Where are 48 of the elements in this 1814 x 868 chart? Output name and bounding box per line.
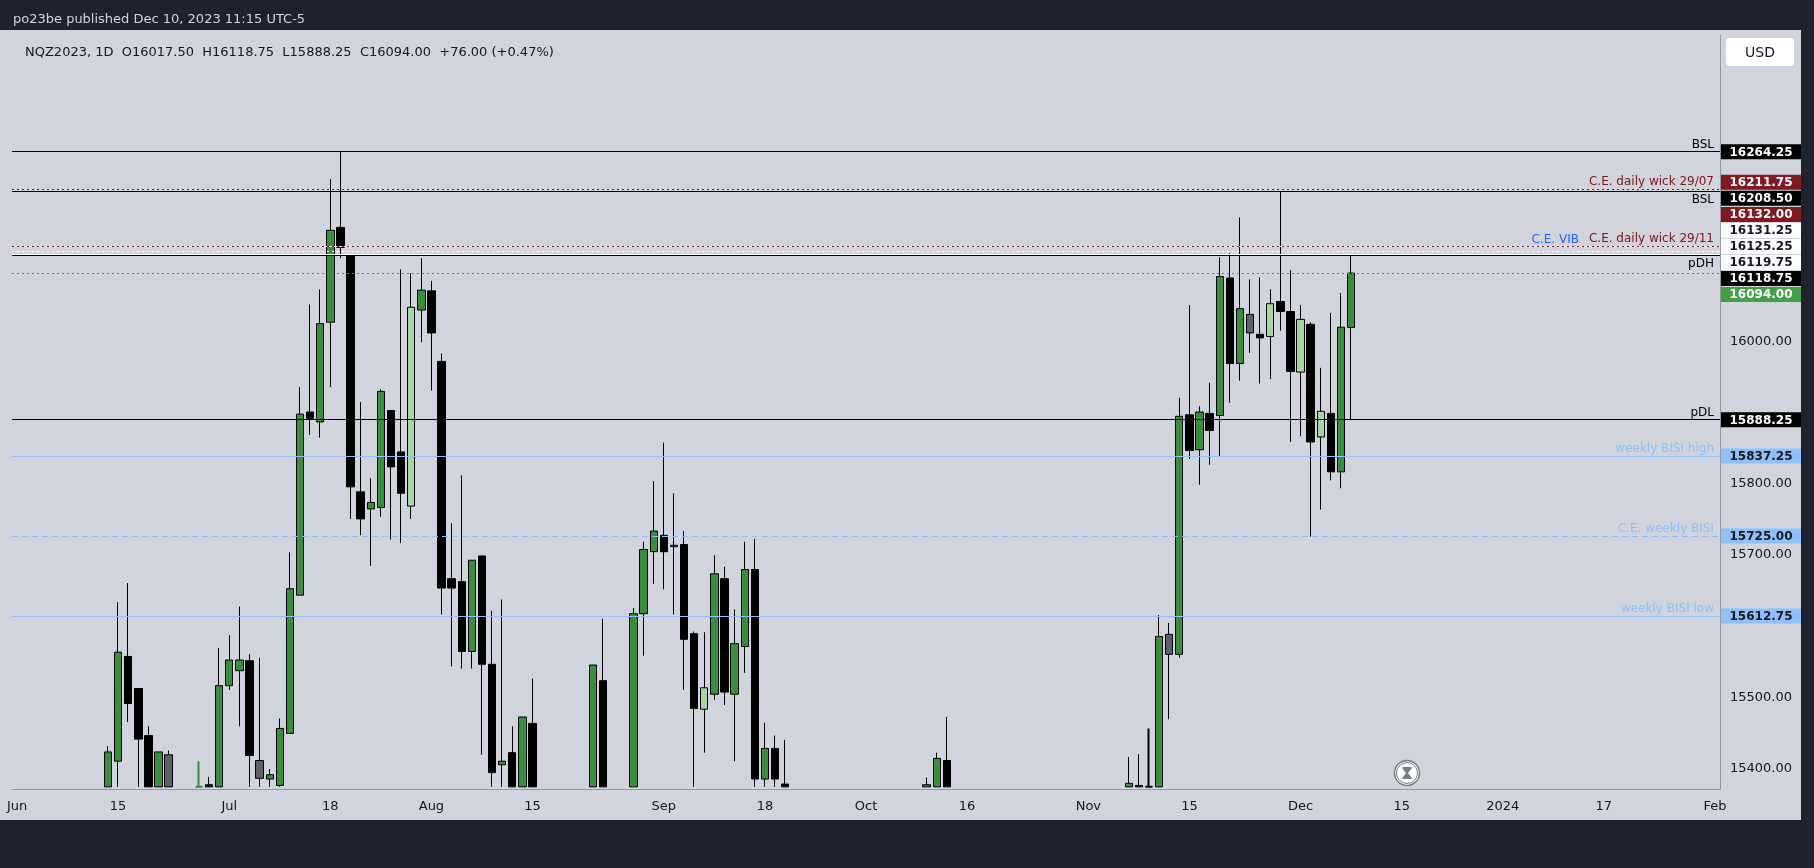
ref-line-label: 16132.00 [1729,207,1793,222]
y-tick-label: 15700.00 [1730,546,1793,562]
x-tick-label: Nov [1075,798,1102,813]
x-tick-label: Feb [1703,798,1727,813]
x-tick-label: 18 [322,798,339,813]
y-tick-label: 15500.00 [1730,688,1793,704]
ref-line-label: 15837.25 [1729,449,1793,464]
annotation: weekly BISI low [1620,601,1715,615]
ref-line-label: 16264.25 [1729,144,1793,159]
ref-line-label: 15612.75 [1729,609,1793,623]
annotation: weekly BISI high [1615,441,1714,456]
x-tick-label: 15 [1393,798,1410,813]
ref-line-label: 16125.25 [1729,239,1793,254]
x-tick-label: 16 [958,798,976,813]
annotation: C.E. daily wick 29/07 [1588,174,1714,189]
ref-line-label: 16211.75 [1729,175,1793,190]
annotation: C.E. VIB [1531,231,1579,246]
x-tick-label: 18 [756,798,774,813]
x-tick-label: Aug [418,798,445,813]
text: USD [1745,44,1775,60]
y-tick-label: 16000.00 [1730,332,1793,348]
x-tick-label: 15 [524,798,541,813]
x-tick-label: 17 [1595,798,1613,813]
ref-line-label: 16094.00 [1729,287,1793,302]
x-tick-label: Oct [854,798,878,813]
annotation: pDL [1690,404,1715,419]
ref-line-label: 15725.00 [1729,529,1793,543]
ref-line-label: 16118.75 [1729,271,1793,286]
chart-subtitle: po23be published Dec 10, 2023 11:15 UTC-5 [13,11,306,26]
y-tick-label: 15400.00 [1730,760,1793,776]
x-tick-label: 2024 [1486,798,1520,813]
ref-line-label: 15888.25 [1729,412,1793,427]
annotation: BSL [1691,192,1715,207]
x-tick-label: Dec [1288,798,1314,813]
x-tick-label: Jul [220,798,238,813]
annotation: C.E. daily wick 29/11 [1588,230,1714,245]
text: NQZ2023, 1D O16017.50 H16118.75 L15888.25 C16094.00 +76.00 (+0.47%) [25,44,554,59]
annotation: C.E. weekly BISI [1617,521,1714,535]
x-tick-label: Sep [651,798,677,813]
ref-line-label: 16119.75 [1729,255,1793,270]
x-tick-label: Jun [5,798,28,813]
annotation: BSL [1691,136,1715,151]
x-tick-label: 15 [1181,798,1198,813]
ref-line-label: 16131.25 [1729,223,1793,238]
y-tick-label: 15800.00 [1730,475,1793,491]
x-tick-label: 15 [109,798,127,813]
ref-line-label: 16208.50 [1729,191,1793,206]
annotation: pDH [1688,256,1714,271]
